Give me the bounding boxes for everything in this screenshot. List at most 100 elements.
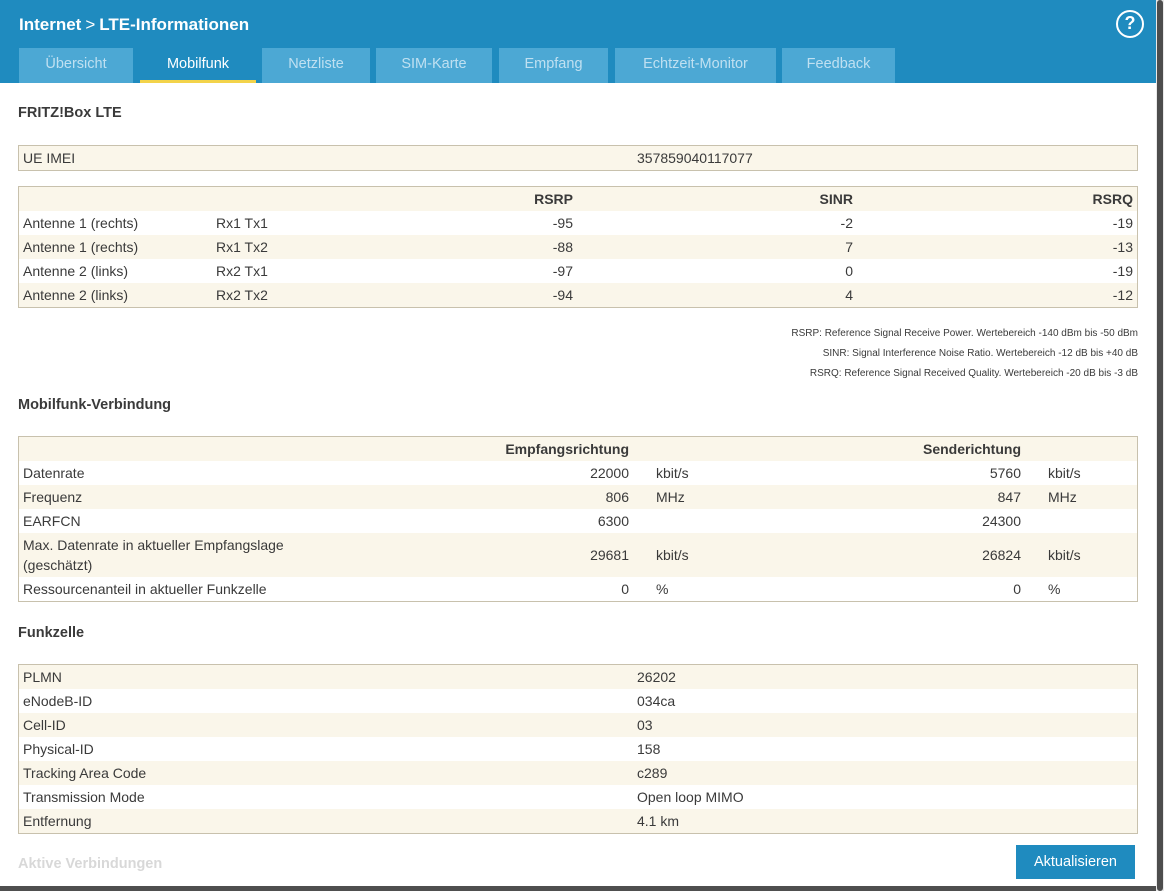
tab-empfang[interactable]: Empfang: [499, 48, 608, 83]
tab-feedback[interactable]: Feedback: [782, 48, 895, 83]
scrollbar-thumb[interactable]: [1157, 0, 1163, 891]
table-row: Datenrate 22000 kbit/s 5760 kbit/s: [19, 461, 1137, 485]
rx-unit: MHz: [656, 489, 685, 505]
help-icon[interactable]: ?: [1116, 10, 1144, 38]
sinr-value: 4: [845, 287, 853, 303]
rsrp-value: -88: [552, 239, 573, 255]
rx-value: 6300: [597, 513, 629, 529]
row-value: c289: [637, 765, 668, 781]
row-value: 26202: [637, 669, 676, 685]
legend-note-sinr: SINR: Signal Interference Noise Ratio. W…: [822, 348, 1138, 359]
row-label: Cell-ID: [23, 717, 66, 733]
tab-echtzeit-monitor[interactable]: Echtzeit-Monitor: [615, 48, 776, 83]
rx-value: 29681: [590, 547, 629, 563]
tx-unit: kbit/s: [1048, 547, 1081, 563]
antenna-label: Antenne 2 (links): [23, 287, 129, 303]
tx-value: 5760: [989, 465, 1021, 481]
column-header-sinr: SINR: [819, 191, 853, 207]
imei-value: 357859040117077: [637, 150, 753, 166]
tx-unit: %: [1048, 581, 1061, 597]
rsrq-value: -12: [1112, 287, 1133, 303]
tx-value: 26824: [982, 547, 1021, 563]
tab-netzliste[interactable]: Netzliste: [262, 48, 370, 83]
row-label: eNodeB-ID: [23, 693, 93, 709]
row-label: Physical-ID: [23, 741, 94, 757]
path-label: Rx1 Tx1: [216, 215, 268, 231]
table-row: PLMN 26202: [19, 665, 1137, 689]
column-header-rsrq: RSRQ: [1092, 191, 1133, 207]
table-row: Entfernung 4.1 km: [19, 809, 1137, 833]
row-label: Ressourcenanteil in aktueller Funkzelle: [23, 581, 267, 597]
table-row: Antenne 2 (links) Rx2 Tx2 -94 4 -12: [19, 283, 1137, 307]
row-label: Frequenz: [23, 489, 83, 505]
bottom-border: [0, 886, 1156, 891]
column-header-rx: Empfangsrichtung: [505, 441, 629, 457]
row-value: Open loop MIMO: [637, 789, 744, 805]
sinr-value: 7: [845, 239, 853, 255]
row-value: 4.1 km: [637, 813, 680, 829]
table-row: Physical-ID 158: [19, 737, 1137, 761]
rsrp-value: -94: [552, 287, 573, 303]
page-title: LTE-Informationen: [99, 15, 250, 34]
rx-unit: kbit/s: [656, 547, 689, 563]
table-row: Antenne 1 (rechts) Rx1 Tx1 -95 -2 -19: [19, 211, 1137, 235]
sinr-value: -2: [840, 215, 853, 231]
refresh-button[interactable]: Aktualisieren: [1016, 845, 1135, 879]
imei-label: UE IMEI: [23, 150, 76, 166]
row-label-line2: (geschätzt): [23, 557, 93, 573]
table-header-row: RSRP SINR RSRQ: [19, 187, 1137, 211]
rx-value: 22000: [590, 465, 629, 481]
tab-mobilfunk[interactable]: Mobilfunk: [140, 48, 256, 83]
table-row: EARFCN 6300 24300: [19, 509, 1137, 533]
content-area: FRITZ!Box LTE UE IMEI 357859040117077 RS…: [0, 83, 1156, 891]
column-header-rsrp: RSRP: [534, 191, 573, 207]
rx-unit: %: [656, 581, 669, 597]
rsrp-value: -97: [552, 263, 573, 279]
path-label: Rx1 Tx2: [216, 239, 268, 255]
row-label: Max. Datenrate in aktueller Empfangslage…: [23, 533, 284, 575]
connection-table: Empfangsrichtung Senderichtung Datenrate…: [18, 436, 1138, 602]
active-connections-label: Aktive Verbindungen: [18, 856, 163, 872]
table-row: Tracking Area Code c289: [19, 761, 1137, 785]
table-row: Frequenz 806 MHz 847 MHz: [19, 485, 1137, 509]
table-row: eNodeB-ID 034ca: [19, 689, 1137, 713]
legend-note-rsrq: RSRQ: Reference Signal Received Quality.…: [809, 368, 1138, 379]
table-row: UE IMEI 357859040117077: [19, 146, 1137, 170]
row-label: Datenrate: [23, 465, 85, 481]
row-value: 158: [637, 741, 661, 757]
breadcrumb-parent[interactable]: Internet: [19, 15, 82, 34]
signal-table: RSRP SINR RSRQ Antenne 1 (rechts) Rx1 Tx…: [18, 186, 1138, 308]
table-header-row: Empfangsrichtung Senderichtung: [19, 437, 1137, 461]
legend-note-rsrp: RSRP: Reference Signal Receive Power. We…: [791, 328, 1138, 339]
rsrq-value: -13: [1112, 239, 1133, 255]
row-label: PLMN: [23, 669, 62, 685]
breadcrumb: Internet > LTE-Informationen: [19, 15, 249, 35]
rsrp-value: -95: [552, 215, 573, 231]
rx-unit: kbit/s: [656, 465, 689, 481]
tx-value: 847: [997, 489, 1021, 505]
row-label: Tracking Area Code: [23, 765, 147, 781]
row-label: Entfernung: [23, 813, 92, 829]
rsrq-value: -19: [1112, 215, 1133, 231]
antenna-label: Antenne 1 (rechts): [23, 239, 139, 255]
path-label: Rx2 Tx1: [216, 263, 268, 279]
table-row: Transmission Mode Open loop MIMO: [19, 785, 1137, 809]
table-row: Antenne 1 (rechts) Rx1 Tx2 -88 7 -13: [19, 235, 1137, 259]
table-row: Cell-ID 03: [19, 713, 1137, 737]
imei-table: UE IMEI 357859040117077: [18, 145, 1138, 171]
tx-unit: MHz: [1048, 489, 1077, 505]
row-value: 03: [637, 717, 653, 733]
tx-unit: kbit/s: [1048, 465, 1081, 481]
tx-value: 24300: [982, 513, 1021, 529]
rx-value: 0: [621, 581, 629, 597]
rx-value: 806: [605, 489, 629, 505]
antenna-label: Antenne 1 (rechts): [23, 215, 139, 231]
sinr-value: 0: [845, 263, 853, 279]
section-title-fritzbox: FRITZ!Box LTE: [18, 105, 122, 121]
row-label: EARFCN: [23, 513, 81, 529]
column-header-tx: Senderichtung: [922, 441, 1021, 457]
tab-sim-karte[interactable]: SIM-Karte: [376, 48, 492, 83]
section-title-connection: Mobilfunk-Verbindung: [18, 397, 172, 413]
row-value: 034ca: [637, 693, 676, 709]
tab-uebersicht[interactable]: Übersicht: [19, 48, 133, 83]
